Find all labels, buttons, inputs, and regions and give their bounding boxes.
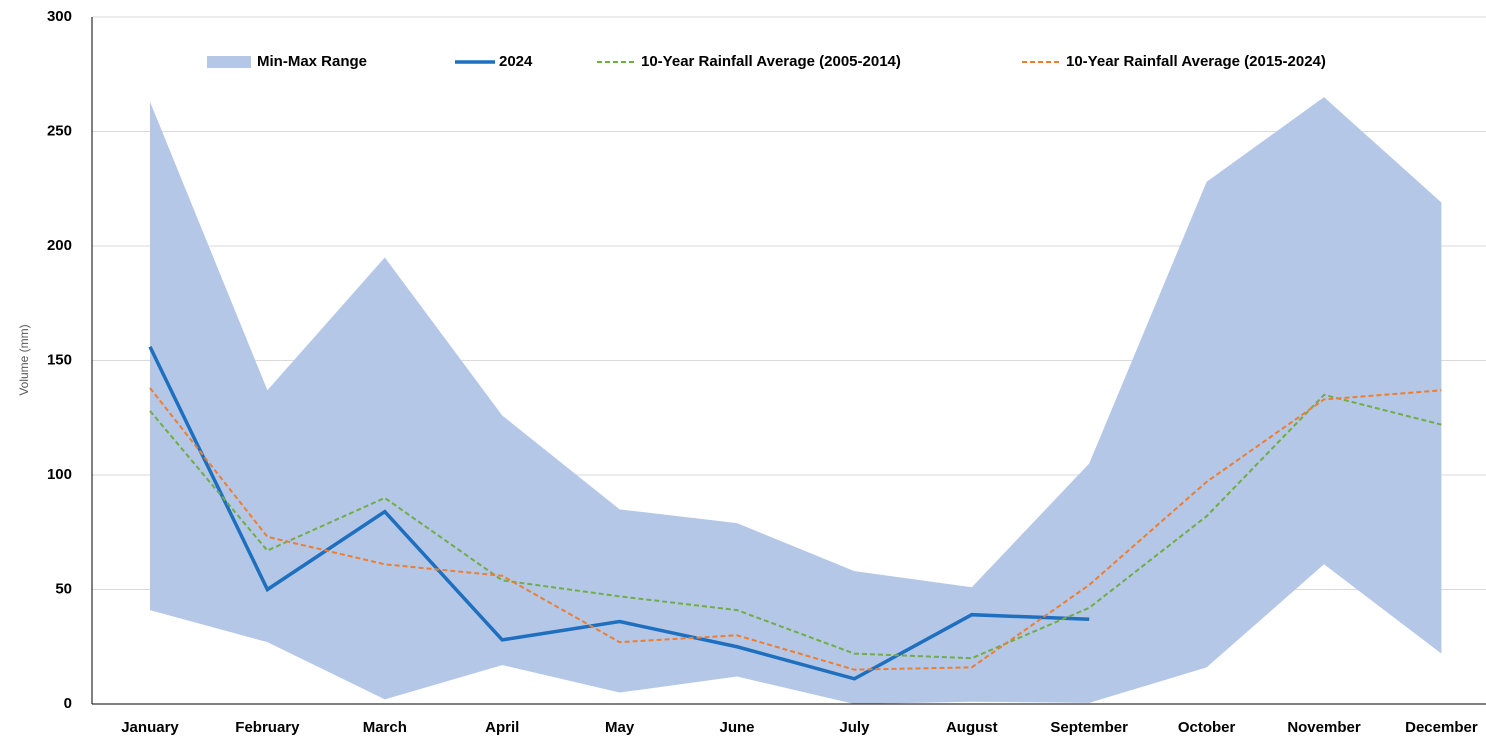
legend-label: 2024 xyxy=(499,53,533,70)
range-area xyxy=(150,97,1442,704)
x-tick-label: May xyxy=(605,719,635,736)
x-tick-label: December xyxy=(1405,719,1478,736)
line-series xyxy=(149,387,1442,671)
y-tick-label: 200 xyxy=(47,237,72,254)
x-tick-label: June xyxy=(719,719,754,736)
line-series xyxy=(149,393,1442,660)
x-tick-label: November xyxy=(1287,719,1361,736)
x-tick-label: October xyxy=(1178,719,1236,736)
legend-label: 10-Year Rainfall Average (2015-2024) xyxy=(1066,53,1326,70)
y-tick-label: 50 xyxy=(55,580,72,597)
legend-label: Min-Max Range xyxy=(257,53,367,70)
x-tick-label: March xyxy=(363,719,407,736)
y-tick-label: 250 xyxy=(47,122,72,139)
y-tick-label: 100 xyxy=(47,466,72,483)
y-tick-label: 300 xyxy=(47,8,72,25)
legend-label: 10-Year Rainfall Average (2005-2014) xyxy=(641,53,901,70)
y-tick-label: 150 xyxy=(47,351,72,368)
x-tick-label: September xyxy=(1050,719,1128,736)
y-tick-label: 0 xyxy=(64,695,72,712)
x-tick-label: April xyxy=(485,719,519,736)
y-axis-label: Volume (mm) xyxy=(17,324,31,395)
line-series xyxy=(148,345,1090,681)
x-tick-label: February xyxy=(235,719,300,736)
x-tick-label: July xyxy=(839,719,870,736)
x-tick-label: August xyxy=(946,719,998,736)
legend-swatch xyxy=(207,56,251,68)
x-tick-label: January xyxy=(121,719,179,736)
